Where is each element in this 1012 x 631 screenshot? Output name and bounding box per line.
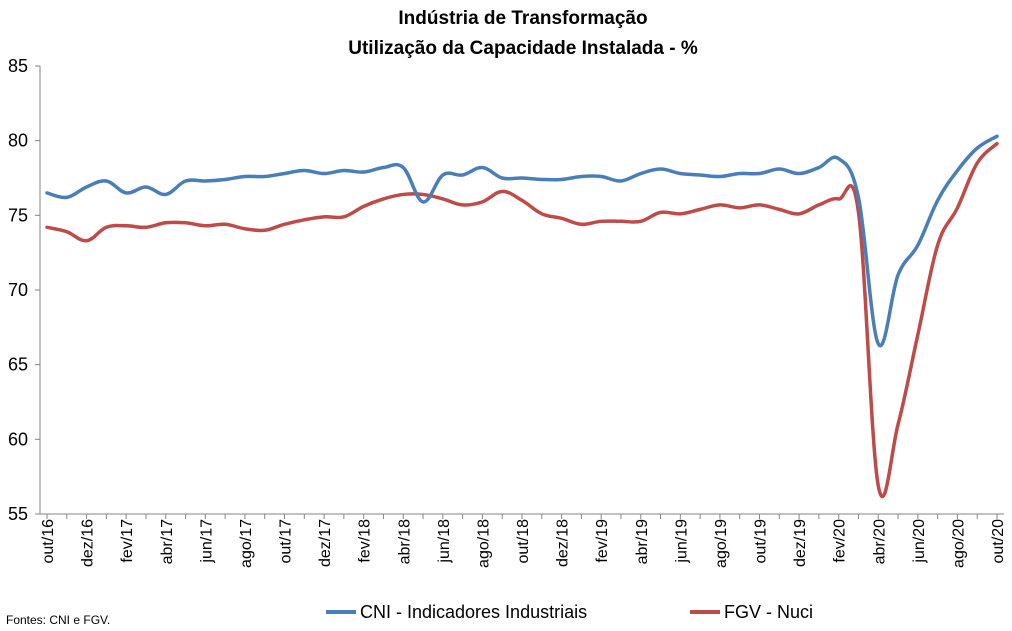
x-tick-label: jun/18 (436, 519, 453, 564)
y-tick-label: 65 (8, 355, 28, 375)
y-tick-label: 80 (8, 131, 28, 151)
x-tick-label: fev/18 (357, 519, 374, 563)
y-tick-label: 55 (8, 504, 28, 524)
x-tick-label: dez/16 (80, 519, 97, 567)
y-tick-label: 70 (8, 280, 28, 300)
y-tick-label: 60 (8, 429, 28, 449)
x-tick-label: out/18 (515, 519, 532, 564)
source-note: Fontes: CNI e FGV. (6, 613, 110, 627)
series-line-fgv (45, 141, 999, 498)
x-tick-label: fev/17 (119, 519, 136, 563)
x-axis: out/16 dez/16 fev/17 abr/17 jun/17 ago/17 out/… (40, 513, 1007, 568)
y-axis: 55 60 65 70 75 80 85 (8, 56, 41, 524)
legend: CNI - Indicadores Industriais FGV - Nuci (326, 602, 813, 622)
series-line-cni (45, 134, 999, 348)
x-tick-label: ago/19 (713, 519, 730, 568)
x-tick-label: jun/19 (673, 519, 690, 564)
x-tick-label: abr/19 (634, 519, 651, 564)
chart-title: Indústria de Transformação (398, 8, 647, 29)
x-tick-label: fev/19 (594, 519, 611, 563)
x-tick-label: out/16 (40, 519, 57, 564)
x-tick-label: out/19 (753, 519, 770, 564)
x-tick-label: out/20 (990, 519, 1007, 564)
x-tick-label: ago/18 (475, 519, 492, 568)
x-tick-label: abr/18 (396, 519, 413, 564)
x-tick-label: ago/17 (238, 519, 255, 568)
x-tick-label: fev/20 (832, 519, 849, 563)
x-tick-label: out/17 (278, 519, 295, 564)
legend-label-cni: CNI - Indicadores Industriais (360, 602, 587, 622)
x-tick-label: abr/20 (871, 519, 888, 564)
x-tick-label: dez/17 (317, 519, 334, 567)
x-tick-label: abr/17 (159, 519, 176, 564)
x-tick-label: jun/17 (198, 519, 215, 564)
y-tick-label: 85 (8, 56, 28, 76)
x-tick-label: ago/20 (950, 519, 967, 568)
chart-subtitle: Utilização da Capacidade Instalada - % (348, 38, 698, 59)
x-tick-label: jun/20 (911, 519, 928, 564)
x-tick-label: dez/19 (792, 519, 809, 567)
legend-label-fgv: FGV - Nuci (724, 602, 813, 622)
x-tick-label: dez/18 (555, 519, 572, 567)
series-lines (45, 134, 999, 498)
y-tick-label: 75 (8, 205, 28, 225)
